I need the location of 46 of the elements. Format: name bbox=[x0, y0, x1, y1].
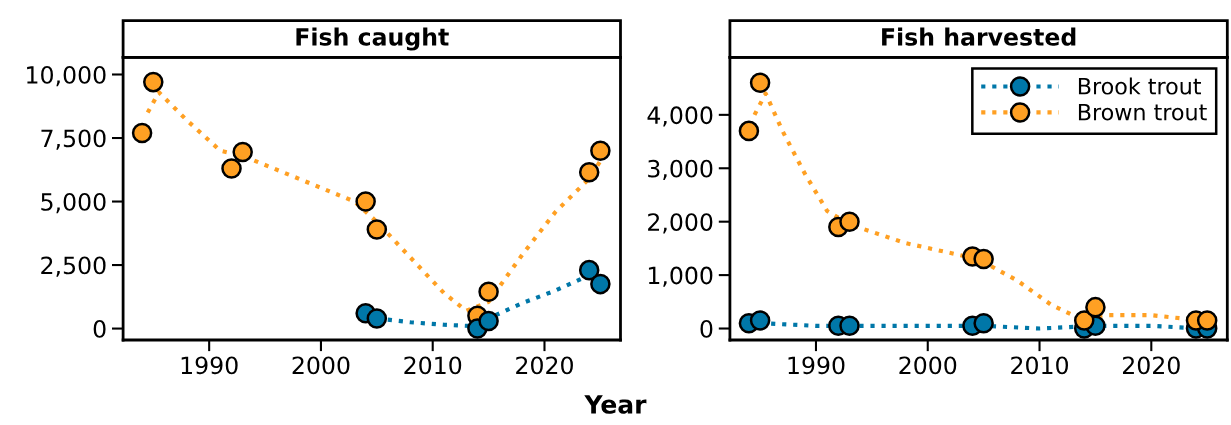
y-tick-label: 0 bbox=[700, 319, 713, 338]
point bbox=[143, 71, 164, 93]
x-tick-label: 1990 bbox=[788, 356, 845, 375]
y-tick-label: 5,000 bbox=[41, 192, 106, 214]
point bbox=[478, 310, 499, 332]
legend-label: Brown trout bbox=[1078, 104, 1207, 121]
point bbox=[590, 140, 611, 161]
point bbox=[578, 259, 600, 281]
chart-title: Fish harvested bbox=[882, 27, 1076, 46]
point bbox=[232, 141, 253, 163]
point bbox=[366, 308, 388, 329]
y-tick-label: 1,000 bbox=[648, 266, 713, 287]
point bbox=[749, 72, 771, 94]
point bbox=[1073, 310, 1095, 331]
x-axis-title: Year bbox=[584, 395, 647, 414]
point bbox=[1085, 296, 1106, 318]
point bbox=[478, 281, 499, 303]
y-tick-label: 10,000 bbox=[27, 65, 106, 87]
point bbox=[355, 191, 376, 212]
point bbox=[366, 219, 388, 240]
y-tick-label: 0 bbox=[93, 320, 106, 338]
point bbox=[839, 211, 860, 232]
y-tick-label: 2,500 bbox=[41, 256, 106, 277]
x-tick-label: 2010 bbox=[404, 356, 462, 375]
point bbox=[749, 310, 771, 331]
point bbox=[578, 162, 600, 183]
y-tick-label: 2,000 bbox=[648, 213, 713, 234]
point bbox=[1196, 310, 1218, 331]
point bbox=[973, 312, 994, 334]
y-tick-label: 3,000 bbox=[648, 159, 713, 180]
x-tick-label: 2020 bbox=[1122, 356, 1180, 375]
point bbox=[738, 120, 760, 142]
x-tick-label: 2020 bbox=[516, 356, 573, 375]
point bbox=[131, 122, 153, 144]
y-tick-label: 7,500 bbox=[41, 129, 106, 150]
y-tick-label: 4,000 bbox=[647, 106, 713, 127]
point bbox=[839, 315, 860, 337]
x-tick-label: 2010 bbox=[1011, 356, 1068, 375]
point bbox=[590, 273, 611, 295]
point bbox=[221, 158, 242, 179]
x-tick-label: 2000 bbox=[899, 356, 957, 375]
x-tick-label: 2000 bbox=[292, 356, 350, 375]
point bbox=[973, 248, 994, 270]
legend-label: Brook trout bbox=[1078, 77, 1201, 95]
chart-title: Fish caught bbox=[296, 27, 449, 51]
x-tick-label: 1990 bbox=[181, 356, 238, 375]
